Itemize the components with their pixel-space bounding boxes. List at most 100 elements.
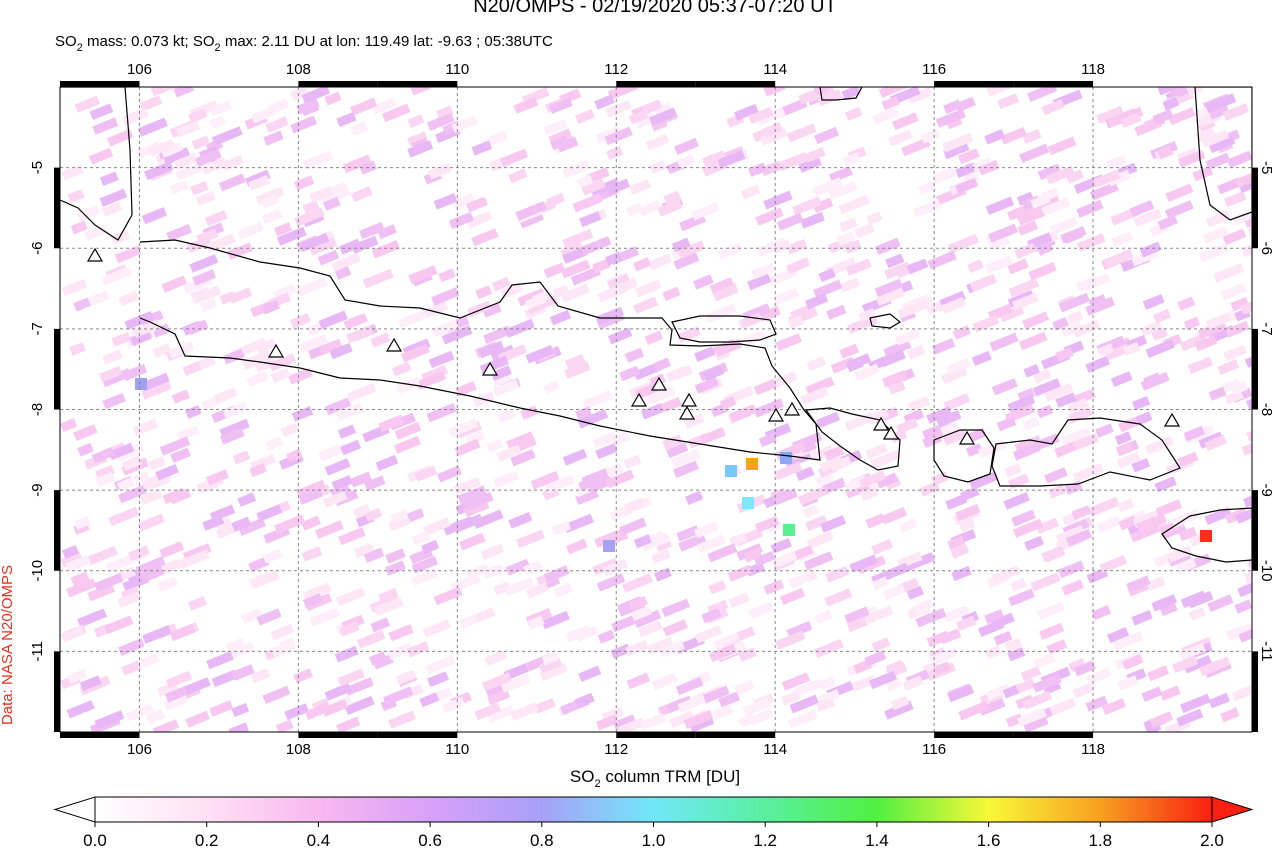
so2-pixel (957, 148, 980, 165)
so2-pixel (763, 87, 786, 97)
frame-bar (695, 732, 776, 738)
so2-pixel (219, 427, 245, 445)
so2-pixel (406, 508, 425, 523)
so2-pixel (819, 676, 836, 691)
subscript: 2 (77, 42, 83, 54)
so2-pixel (102, 349, 123, 365)
so2-pixel (205, 233, 236, 253)
so2-pixel (171, 389, 190, 404)
so2-pixel (1008, 278, 1040, 298)
colorbar-over (1211, 796, 1254, 823)
so2-pixel (543, 380, 560, 395)
so2-pixel (592, 258, 611, 274)
so2-pixel (1036, 404, 1054, 419)
so2-pixel (433, 586, 463, 606)
so2-pixel (84, 224, 108, 242)
so2-pixel (642, 99, 663, 115)
colorbar-tick-label: 1.0 (642, 831, 666, 850)
so2-pixel (1222, 103, 1250, 121)
so2-pixel (1183, 316, 1201, 331)
so2-pixel (301, 546, 323, 562)
so2-pixel (742, 497, 754, 509)
so2-pixel (717, 242, 743, 260)
so2-pixel (543, 118, 568, 136)
so2-pixel (736, 626, 756, 641)
so2-pixel (1019, 143, 1050, 163)
so2-pixel (132, 418, 159, 437)
so2-pixel (844, 606, 870, 624)
so2-pixel (1139, 241, 1162, 258)
so2-pixel (595, 714, 619, 731)
so2-pixel (471, 140, 493, 156)
so2-pixel (972, 157, 993, 173)
so2-pixel (453, 513, 484, 533)
so2-pixel (1073, 660, 1096, 677)
so2-pixel (1135, 512, 1167, 533)
so2-pixel (960, 486, 980, 502)
so2-pixel (813, 279, 843, 299)
so2-pixel (1155, 499, 1183, 517)
so2-pixel (1118, 416, 1140, 433)
so2-pixel (842, 152, 861, 167)
so2-pixel (579, 211, 602, 228)
so2-pixel (159, 541, 184, 559)
so2-pixel (1142, 294, 1165, 310)
so2-pixel (240, 608, 263, 625)
so2-pixel (481, 672, 512, 692)
so2-pixel (309, 607, 341, 627)
so2-pixel (92, 117, 119, 135)
frame-bar (298, 732, 378, 738)
so2-pixel (581, 236, 612, 256)
coastline (671, 315, 777, 343)
so2-pixel (662, 434, 683, 450)
subscript: 2 (215, 42, 221, 54)
x-tick-label: 108 (286, 741, 311, 758)
so2-pixel (1097, 343, 1115, 357)
so2-pixel (1055, 347, 1074, 362)
so2-pixel (304, 702, 331, 720)
so2-pixel (778, 152, 808, 171)
so2-pixel (945, 494, 968, 510)
so2-pixel (781, 690, 801, 706)
so2-pixel (943, 393, 971, 411)
so2-pixel (823, 445, 845, 461)
so2-pixel (792, 196, 822, 216)
so2-pixel (377, 224, 397, 240)
so2-pixel (628, 178, 652, 195)
so2-pixel (1014, 242, 1037, 259)
so2-pixel (478, 340, 505, 359)
so2-pixel (1032, 378, 1061, 397)
so2-pixel (526, 294, 558, 315)
so2-pixel (286, 448, 303, 463)
so2-pixel (99, 171, 119, 186)
so2-pixel (325, 397, 352, 415)
so2-pixel (1178, 526, 1197, 542)
so2-pixel (1005, 713, 1024, 728)
so2-pixel (188, 596, 207, 611)
so2-pixel (1016, 191, 1035, 206)
so2-pixel (331, 475, 353, 491)
so2-pixel (1154, 476, 1177, 493)
so2-pixel (922, 425, 942, 440)
so2-pixel (1241, 238, 1252, 258)
so2-pixel (1072, 433, 1099, 451)
so2-pixel (231, 516, 252, 532)
so2-pixel (1117, 675, 1139, 691)
so2-pixel (525, 344, 555, 364)
coastline (60, 87, 133, 241)
volcano (86, 247, 104, 262)
so2-pixel (1217, 177, 1242, 195)
so2-pixel (1177, 451, 1199, 468)
so2-pixel (350, 121, 369, 136)
so2-pixel (1145, 339, 1175, 358)
colorbar-tick-label: 0.6 (418, 831, 442, 850)
colorbar-tick-label: 0.0 (83, 831, 107, 850)
y-tick-label: -8 (1258, 403, 1272, 416)
so2-pixel (274, 514, 306, 534)
so2-pixel (1071, 505, 1092, 521)
so2-pixel (334, 266, 352, 280)
so2-pixel (997, 93, 1020, 110)
so2-pixel (1097, 516, 1121, 533)
so2-pixel (371, 97, 397, 115)
so2-pixel (920, 128, 941, 144)
